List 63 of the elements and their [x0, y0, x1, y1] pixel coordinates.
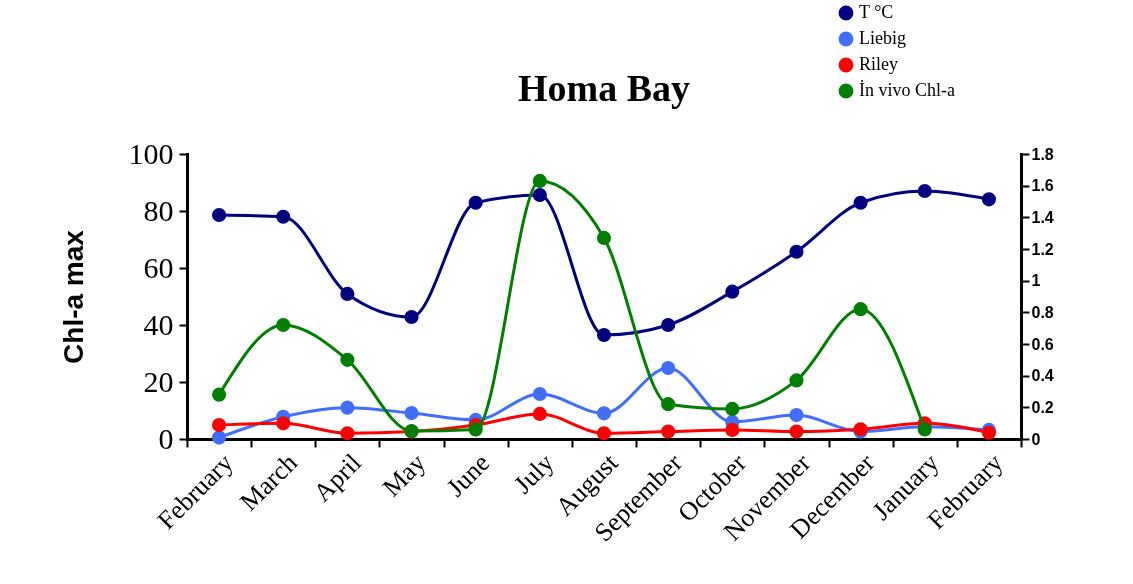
point: [212, 417, 227, 433]
point: [276, 209, 291, 224]
y2-tick-label: 1.6: [1031, 177, 1054, 195]
point: [340, 400, 355, 415]
point: [404, 406, 419, 421]
y2-tick-label: 1.8: [1031, 145, 1054, 163]
legend-label: T °C: [859, 2, 894, 22]
point: [532, 173, 547, 188]
point: [661, 424, 676, 439]
point: [725, 401, 740, 416]
point: [212, 430, 227, 445]
y-tick-label: 40: [143, 307, 174, 341]
point: [340, 352, 355, 367]
legend-label: Riley: [859, 54, 898, 74]
point: [340, 426, 355, 441]
point: [789, 373, 804, 388]
point: [853, 195, 868, 210]
point: [596, 327, 612, 343]
y2-tick-label: 0.8: [1031, 303, 1054, 321]
y-tick-label: 0: [158, 421, 174, 455]
y-tick-label: 20: [143, 364, 174, 398]
point: [917, 183, 932, 199]
y-tick-label: 80: [143, 193, 174, 227]
point: [981, 192, 996, 207]
point: [276, 416, 291, 431]
legend-label: Liebig: [859, 28, 906, 48]
point: [276, 317, 291, 333]
y-tick-label: 60: [143, 250, 174, 284]
y-tick-label: 100: [128, 136, 174, 170]
y2-tick-label: 1.4: [1031, 208, 1054, 226]
point: [532, 406, 547, 421]
legend-label: İn vivo Chl-a: [859, 80, 955, 100]
x-tick-label: May: [376, 448, 432, 503]
point: [596, 230, 612, 245]
point: [661, 397, 676, 412]
point: [468, 422, 483, 437]
point: [789, 244, 804, 259]
point: [212, 207, 227, 223]
y-axis-title: Chl-a max: [57, 229, 89, 364]
point: [404, 309, 419, 325]
y2-tick-label: 0: [1031, 430, 1041, 448]
y2-tick-label: 0.2: [1031, 398, 1054, 416]
point: [789, 424, 804, 439]
point: [532, 386, 547, 402]
point: [725, 284, 740, 299]
point: [532, 187, 547, 203]
point: [661, 317, 676, 333]
y2-tick-label: 0.4: [1031, 367, 1054, 385]
point: [468, 195, 483, 210]
x-tick-label: June: [441, 448, 496, 503]
point: [212, 387, 227, 402]
point: [789, 408, 804, 423]
y2-tick-label: 1: [1031, 272, 1041, 290]
chart-title: Homa Bay: [517, 67, 691, 109]
point: [596, 406, 612, 421]
point: [596, 426, 612, 441]
point: [340, 286, 355, 301]
y2-tick-label: 0.6: [1031, 335, 1054, 353]
x-tick-label: July: [508, 448, 560, 500]
y2-tick-label: 1.2: [1031, 240, 1054, 258]
point: [661, 360, 676, 376]
point: [853, 302, 868, 317]
point: [725, 422, 740, 437]
